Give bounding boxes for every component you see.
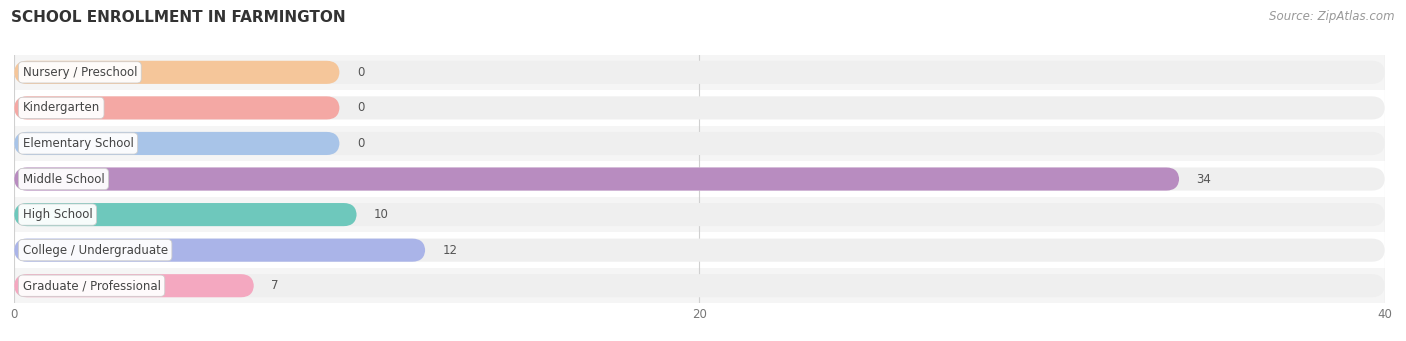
Bar bbox=[14, 161, 1385, 197]
Text: 34: 34 bbox=[1197, 173, 1212, 186]
Text: Graduate / Professional: Graduate / Professional bbox=[22, 279, 160, 292]
FancyBboxPatch shape bbox=[14, 239, 1385, 262]
FancyBboxPatch shape bbox=[14, 203, 1385, 226]
Text: Source: ZipAtlas.com: Source: ZipAtlas.com bbox=[1270, 10, 1395, 23]
Text: Nursery / Preschool: Nursery / Preschool bbox=[22, 66, 138, 79]
Text: Elementary School: Elementary School bbox=[22, 137, 134, 150]
FancyBboxPatch shape bbox=[14, 239, 425, 262]
FancyBboxPatch shape bbox=[14, 97, 1385, 119]
FancyBboxPatch shape bbox=[14, 203, 357, 226]
FancyBboxPatch shape bbox=[14, 167, 1180, 191]
FancyBboxPatch shape bbox=[14, 61, 1385, 84]
FancyBboxPatch shape bbox=[14, 97, 340, 119]
Text: 12: 12 bbox=[443, 244, 457, 257]
Text: 0: 0 bbox=[357, 101, 364, 114]
Bar bbox=[14, 232, 1385, 268]
Bar bbox=[14, 90, 1385, 126]
FancyBboxPatch shape bbox=[14, 274, 1385, 297]
FancyBboxPatch shape bbox=[14, 132, 340, 155]
Text: Middle School: Middle School bbox=[22, 173, 104, 186]
FancyBboxPatch shape bbox=[14, 61, 340, 84]
FancyBboxPatch shape bbox=[14, 167, 1385, 191]
Bar bbox=[14, 268, 1385, 303]
Text: College / Undergraduate: College / Undergraduate bbox=[22, 244, 167, 257]
Bar bbox=[14, 55, 1385, 90]
Bar bbox=[14, 197, 1385, 232]
Text: Kindergarten: Kindergarten bbox=[22, 101, 100, 114]
Text: High School: High School bbox=[22, 208, 93, 221]
Text: SCHOOL ENROLLMENT IN FARMINGTON: SCHOOL ENROLLMENT IN FARMINGTON bbox=[11, 10, 346, 25]
Text: 0: 0 bbox=[357, 137, 364, 150]
Bar bbox=[14, 126, 1385, 161]
FancyBboxPatch shape bbox=[14, 132, 1385, 155]
Text: 7: 7 bbox=[271, 279, 278, 292]
Text: 10: 10 bbox=[374, 208, 389, 221]
FancyBboxPatch shape bbox=[14, 274, 254, 297]
Text: 0: 0 bbox=[357, 66, 364, 79]
